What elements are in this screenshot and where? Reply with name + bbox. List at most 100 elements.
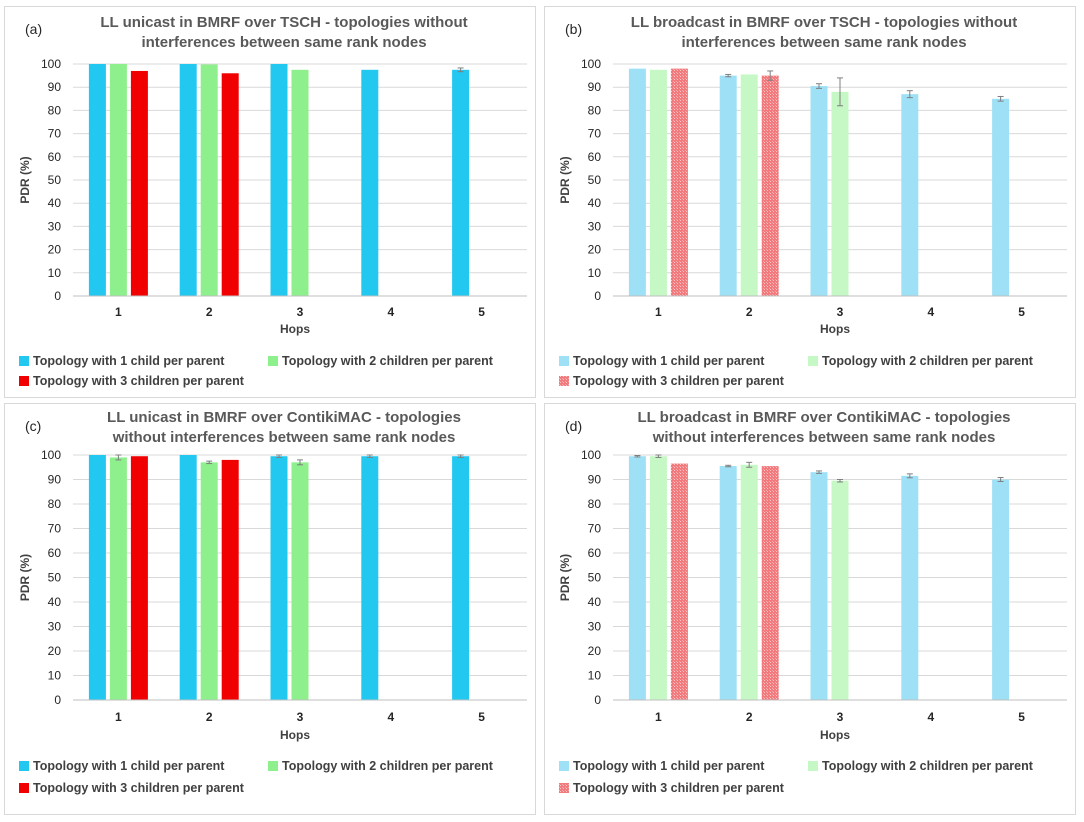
- legend-swatch: [268, 761, 278, 771]
- y-tick-label: 0: [594, 693, 601, 707]
- error-bar: [206, 460, 213, 465]
- y-tick-label: 50: [588, 173, 602, 187]
- x-tick-label: 3: [837, 710, 844, 724]
- error-bar: [725, 464, 732, 468]
- y-tick-label: 70: [48, 522, 62, 536]
- bar-series-2-hop-1: [649, 69, 667, 296]
- bar-series-1-hop-4: [901, 94, 919, 296]
- x-tick-label: 5: [1018, 710, 1025, 724]
- chart-title-line: LL broadcast in BMRF over TSCH - topolog…: [631, 14, 1017, 31]
- y-tick-label: 0: [54, 289, 61, 303]
- x-axis-label: Hops: [820, 728, 850, 742]
- bar-series-1-hop-2: [719, 466, 737, 700]
- bar-series-1-hop-5: [992, 98, 1010, 296]
- y-tick-label: 90: [48, 80, 62, 94]
- bar-series-2-hop-2: [740, 74, 758, 296]
- error-bar: [457, 67, 464, 73]
- bar-series-1-hop-2: [179, 455, 197, 700]
- y-tick-label: 90: [48, 473, 62, 487]
- x-tick-label: 5: [478, 305, 485, 319]
- error-bar: [115, 454, 122, 461]
- bar-series-2-hop-1: [109, 64, 127, 296]
- legend-label: Topology with 1 child per parent: [33, 354, 225, 368]
- x-axis-label: Hops: [280, 728, 310, 742]
- bar-series-1-hop-4: [361, 69, 379, 296]
- y-tick-label: 30: [588, 620, 602, 634]
- x-tick-label: 1: [115, 710, 122, 724]
- bar-series-2-hop-2: [740, 464, 758, 700]
- bar-series-1-hop-4: [361, 456, 379, 700]
- y-tick-label: 50: [48, 571, 62, 585]
- legend-swatch: [559, 783, 569, 793]
- legend-swatch: [19, 783, 29, 793]
- x-tick-label: 4: [387, 710, 394, 724]
- legend-label: Topology with 2 children per parent: [282, 759, 494, 773]
- bar-series-1-hop-5: [452, 456, 470, 700]
- bar-series-3-hop-2: [221, 73, 239, 296]
- y-tick-label: 100: [581, 57, 601, 71]
- x-tick-label: 5: [478, 710, 485, 724]
- y-axis-label: PDR (%): [558, 554, 572, 601]
- error-bar: [725, 73, 732, 78]
- error-bar: [816, 470, 822, 474]
- legend-swatch: [19, 761, 29, 771]
- bar-series-1-hop-3: [810, 86, 828, 296]
- y-tick-label: 100: [41, 448, 61, 462]
- bar-series-3-hop-1: [670, 463, 688, 700]
- legend-swatch: [19, 356, 29, 366]
- y-tick-label: 0: [54, 693, 61, 707]
- legend-swatch: [808, 356, 818, 366]
- error-bar: [746, 461, 753, 468]
- bar-series-1-hop-1: [628, 456, 646, 700]
- bar-series-2-hop-1: [649, 456, 667, 700]
- y-tick-label: 10: [588, 669, 602, 683]
- bar-series-2-hop-1: [109, 457, 127, 700]
- bar-series-2-hop-2: [200, 462, 218, 700]
- legend-swatch: [19, 376, 29, 386]
- y-tick-label: 80: [588, 103, 602, 117]
- bar-series-3-hop-2: [221, 459, 239, 700]
- error-bar: [655, 454, 662, 458]
- x-tick-label: 5: [1018, 305, 1025, 319]
- bar-series-1-hop-3: [810, 472, 828, 700]
- legend-label: Topology with 3 children per parent: [573, 374, 785, 388]
- chart-title-line: LL unicast in BMRF over TSCH - topologie…: [100, 14, 467, 31]
- panel-label: (b): [565, 21, 582, 37]
- bar-series-1-hop-2: [719, 75, 737, 296]
- y-tick-label: 40: [588, 196, 602, 210]
- chart-panel-d: (d) LL broadcast in BMRF over ContikiMAC …: [544, 403, 1076, 815]
- legend-label: Topology with 1 child per parent: [33, 759, 225, 773]
- legend-label: Topology with 3 children per parent: [33, 781, 245, 795]
- y-axis-label: PDR (%): [18, 554, 32, 601]
- legend-swatch: [559, 356, 569, 366]
- bar-series-3-hop-1: [130, 70, 148, 297]
- bar-series-3-hop-2: [761, 466, 779, 700]
- legend-label: Topology with 2 children per parent: [822, 759, 1034, 773]
- y-tick-label: 70: [588, 522, 602, 536]
- bar-series-2-hop-3: [291, 462, 309, 700]
- x-tick-label: 4: [387, 305, 394, 319]
- legend-swatch: [268, 356, 278, 366]
- chart-title-line: without interferences between same rank …: [652, 429, 996, 446]
- chart-svg: (b) LL broadcast in BMRF over TSCH - topo…: [558, 14, 1067, 388]
- panel-label: (a): [25, 21, 42, 37]
- y-tick-label: 60: [588, 150, 602, 164]
- x-tick-label: 3: [837, 305, 844, 319]
- bar-series-1-hop-5: [452, 69, 470, 296]
- x-tick-label: 2: [746, 710, 753, 724]
- chart-title-line: interferences between same rank nodes: [681, 34, 966, 51]
- y-tick-label: 20: [48, 243, 62, 257]
- y-tick-label: 70: [48, 127, 62, 141]
- error-bar: [837, 77, 843, 107]
- bar-series-2-hop-2: [200, 64, 218, 296]
- error-bar: [997, 477, 1004, 482]
- y-tick-label: 10: [48, 669, 62, 683]
- x-tick-label: 1: [655, 305, 662, 319]
- legend-label: Topology with 2 children per parent: [822, 354, 1034, 368]
- y-tick-label: 40: [48, 196, 62, 210]
- bar-series-1-hop-5: [992, 479, 1010, 700]
- bar-series-1-hop-3: [270, 456, 288, 700]
- error-bar: [276, 454, 282, 458]
- bar-series-1-hop-1: [628, 68, 646, 296]
- x-tick-label: 4: [927, 710, 934, 724]
